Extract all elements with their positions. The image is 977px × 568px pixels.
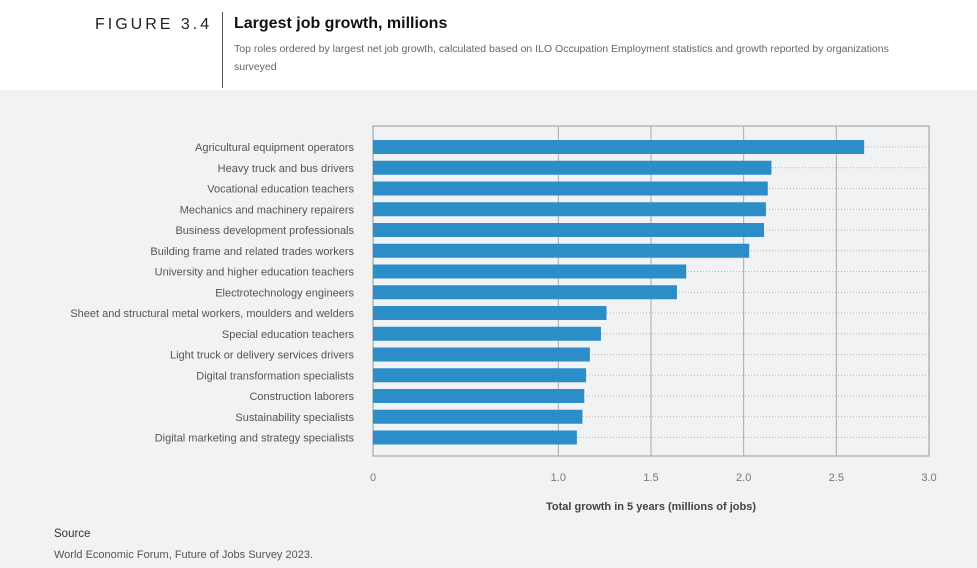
figure-header: FIGURE 3.4 Largest job growth, millions …	[0, 0, 977, 90]
bar	[373, 202, 766, 217]
x-tick-label: 3.0	[921, 472, 936, 484]
bar	[373, 306, 607, 320]
category-label: Vocational education teachers	[207, 184, 354, 196]
x-tick-label: 0	[370, 472, 376, 484]
category-label: Digital transformation specialists	[196, 370, 354, 382]
bar-chart: Agricultural equipment operators Heavy tr…	[70, 125, 937, 513]
bar	[373, 430, 577, 445]
bar	[373, 223, 765, 237]
bar	[373, 181, 768, 196]
category-label: Heavy truck and bus drivers	[218, 163, 355, 175]
x-tick-label: 1.5	[643, 472, 658, 484]
bar	[373, 409, 583, 424]
category-label: Special education teachers	[222, 329, 355, 341]
bar	[373, 160, 772, 175]
header-divider	[222, 12, 223, 88]
figure-label: FIGURE 3.4	[95, 16, 213, 33]
bar	[373, 368, 587, 383]
category-label: Light truck or delivery services drivers	[170, 350, 355, 362]
source-text: World Economic Forum, Future of Jobs Sur…	[54, 549, 314, 561]
bar	[373, 326, 601, 341]
category-label: Construction laborers	[249, 391, 354, 403]
chart-title: Largest job growth, millions	[234, 15, 448, 32]
category-label: Digital marketing and strategy specialis…	[155, 433, 355, 445]
bars	[373, 140, 865, 445]
x-tick-labels: 0 1.0 1.5 2.0 2.5 3.0	[370, 472, 937, 484]
category-label: Sustainability specialists	[235, 412, 354, 424]
bar	[373, 140, 865, 154]
bar	[373, 347, 590, 362]
chart-subtitle: Top roles ordered by largest net job gro…	[234, 43, 889, 73]
bar	[373, 243, 750, 258]
x-tick-label: 1.0	[551, 472, 566, 484]
category-label: University and higher education teachers	[155, 267, 355, 279]
bar	[373, 264, 687, 279]
category-label: Electrotechnology engineers	[215, 287, 354, 299]
bar	[373, 285, 677, 300]
category-label: Business development professionals	[175, 225, 354, 237]
x-axis-label: Total growth in 5 years (millions of job…	[546, 501, 756, 513]
category-label: Sheet and structural metal workers, moul…	[70, 308, 354, 320]
bar	[373, 389, 585, 403]
category-label: Building frame and related trades worker…	[150, 246, 354, 258]
x-tick-label: 2.0	[736, 472, 751, 484]
x-tick-label: 2.5	[829, 472, 844, 484]
category-label: Agricultural equipment operators	[195, 142, 354, 154]
category-labels: Agricultural equipment operators Heavy tr…	[70, 142, 354, 445]
source-heading: Source	[54, 528, 91, 540]
category-label: Mechanics and machinery repairers	[180, 204, 355, 216]
